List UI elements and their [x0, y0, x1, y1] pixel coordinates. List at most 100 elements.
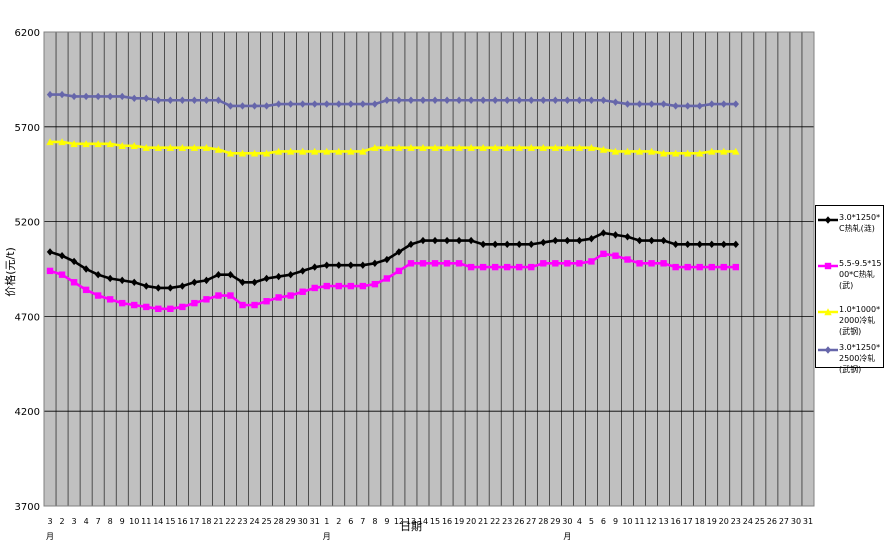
x-tick-label: 21: [213, 517, 223, 526]
data-point: [371, 143, 379, 151]
data-point: [46, 90, 54, 99]
data-point: [672, 240, 679, 249]
x-tick-label: 17: [189, 517, 199, 526]
data-point: [600, 229, 607, 237]
data-point: [46, 267, 54, 275]
data-point: [443, 236, 451, 245]
data-point: [732, 100, 739, 108]
series-line: [49, 252, 736, 311]
x-tick-label: 25: [755, 517, 765, 526]
data-point: [70, 279, 78, 286]
data-point: [275, 100, 282, 108]
data-point: [131, 94, 138, 103]
data-point: [431, 143, 439, 151]
data-point: [503, 143, 511, 151]
data-point: [383, 96, 391, 104]
x-tick-label: 31: [310, 517, 320, 526]
series-1: [46, 229, 739, 292]
data-point: [202, 143, 211, 151]
data-point: [94, 270, 102, 279]
data-point: [179, 96, 186, 104]
data-point: [335, 100, 342, 108]
data-point: [624, 233, 631, 241]
data-point: [467, 236, 475, 245]
data-point: [528, 263, 535, 271]
data-point: [311, 100, 318, 108]
data-point: [251, 102, 258, 110]
data-point: [311, 284, 318, 292]
x-tick-label: 3: [47, 517, 52, 526]
data-point: [540, 96, 547, 104]
x-tick-label: 28: [274, 517, 284, 526]
data-point: [275, 272, 282, 281]
data-point: [286, 147, 295, 155]
legend-label: 3.0*1250*C热轧(涟): [839, 213, 881, 233]
data-point: [323, 282, 330, 290]
x-tick-label: 20: [466, 517, 476, 526]
x-tick-label: 15: [430, 517, 440, 526]
data-point: [58, 252, 66, 260]
data-point: [119, 276, 126, 285]
x-tick-label: 22: [225, 517, 235, 526]
x-tick-label: 16: [671, 517, 681, 526]
data-point: [720, 263, 727, 271]
data-point: [131, 301, 138, 309]
legend-label: 5.5-9.5*1500*C热轧(武): [839, 259, 882, 290]
data-point: [58, 138, 66, 146]
data-point: [178, 143, 187, 151]
data-point: [455, 96, 463, 104]
data-point: [191, 299, 198, 307]
data-point: [395, 248, 403, 256]
x-tick-label: 3: [72, 517, 77, 526]
data-point: [419, 96, 427, 104]
data-point: [335, 261, 342, 269]
series-line: [50, 93, 736, 108]
y-tick-label: 6200: [15, 28, 40, 39]
data-point: [720, 147, 728, 155]
data-point: [215, 270, 222, 279]
data-point: [563, 143, 572, 151]
data-point: [106, 92, 114, 101]
data-point: [299, 100, 306, 108]
data-point: [311, 263, 318, 271]
data-point: [407, 143, 415, 151]
data-point: [239, 102, 246, 110]
data-point: [516, 96, 523, 104]
x-tick-label: 21: [478, 517, 488, 526]
data-point: [359, 147, 367, 155]
data-point: [624, 100, 631, 108]
x-tick-label: 16: [177, 517, 187, 526]
x-tick-label: 5: [589, 517, 594, 526]
data-point: [82, 92, 90, 101]
data-point: [576, 96, 583, 104]
x-tick-label: 2: [60, 517, 65, 526]
data-point: [636, 260, 643, 267]
data-point: [347, 282, 354, 290]
data-point: [419, 143, 427, 151]
data-point: [732, 147, 740, 155]
x-tick-label: 9: [384, 517, 389, 526]
y-axis-ticks: 3700 4200 4700 5200 5700 6200: [15, 28, 40, 513]
data-point: [359, 261, 367, 269]
x-tick-label: 12: [394, 517, 404, 526]
data-point: [58, 271, 66, 278]
data-point: [479, 263, 487, 271]
data-point: [684, 102, 691, 110]
data-point: [660, 236, 667, 245]
y-axis-title: 价格(元/t): [3, 247, 17, 297]
data-point: [311, 147, 319, 155]
data-point: [824, 308, 832, 316]
data-point: [287, 100, 294, 108]
data-point: [191, 96, 198, 104]
data-point: [588, 234, 595, 243]
data-point: [720, 100, 727, 108]
data-point: [371, 280, 379, 288]
data-point: [443, 260, 451, 267]
data-point: [635, 147, 644, 155]
data-point: [323, 100, 330, 108]
x-tick-label: 17: [683, 517, 693, 526]
x-tick-label: 4: [84, 517, 89, 526]
data-point: [46, 248, 54, 256]
x-axis-ticks: 3 2 3 4 7 8 9 10 11 14 15 16 17 18 21 22 23 24 25 28 29 30 31 1…: [47, 517, 813, 526]
data-point: [504, 96, 511, 104]
